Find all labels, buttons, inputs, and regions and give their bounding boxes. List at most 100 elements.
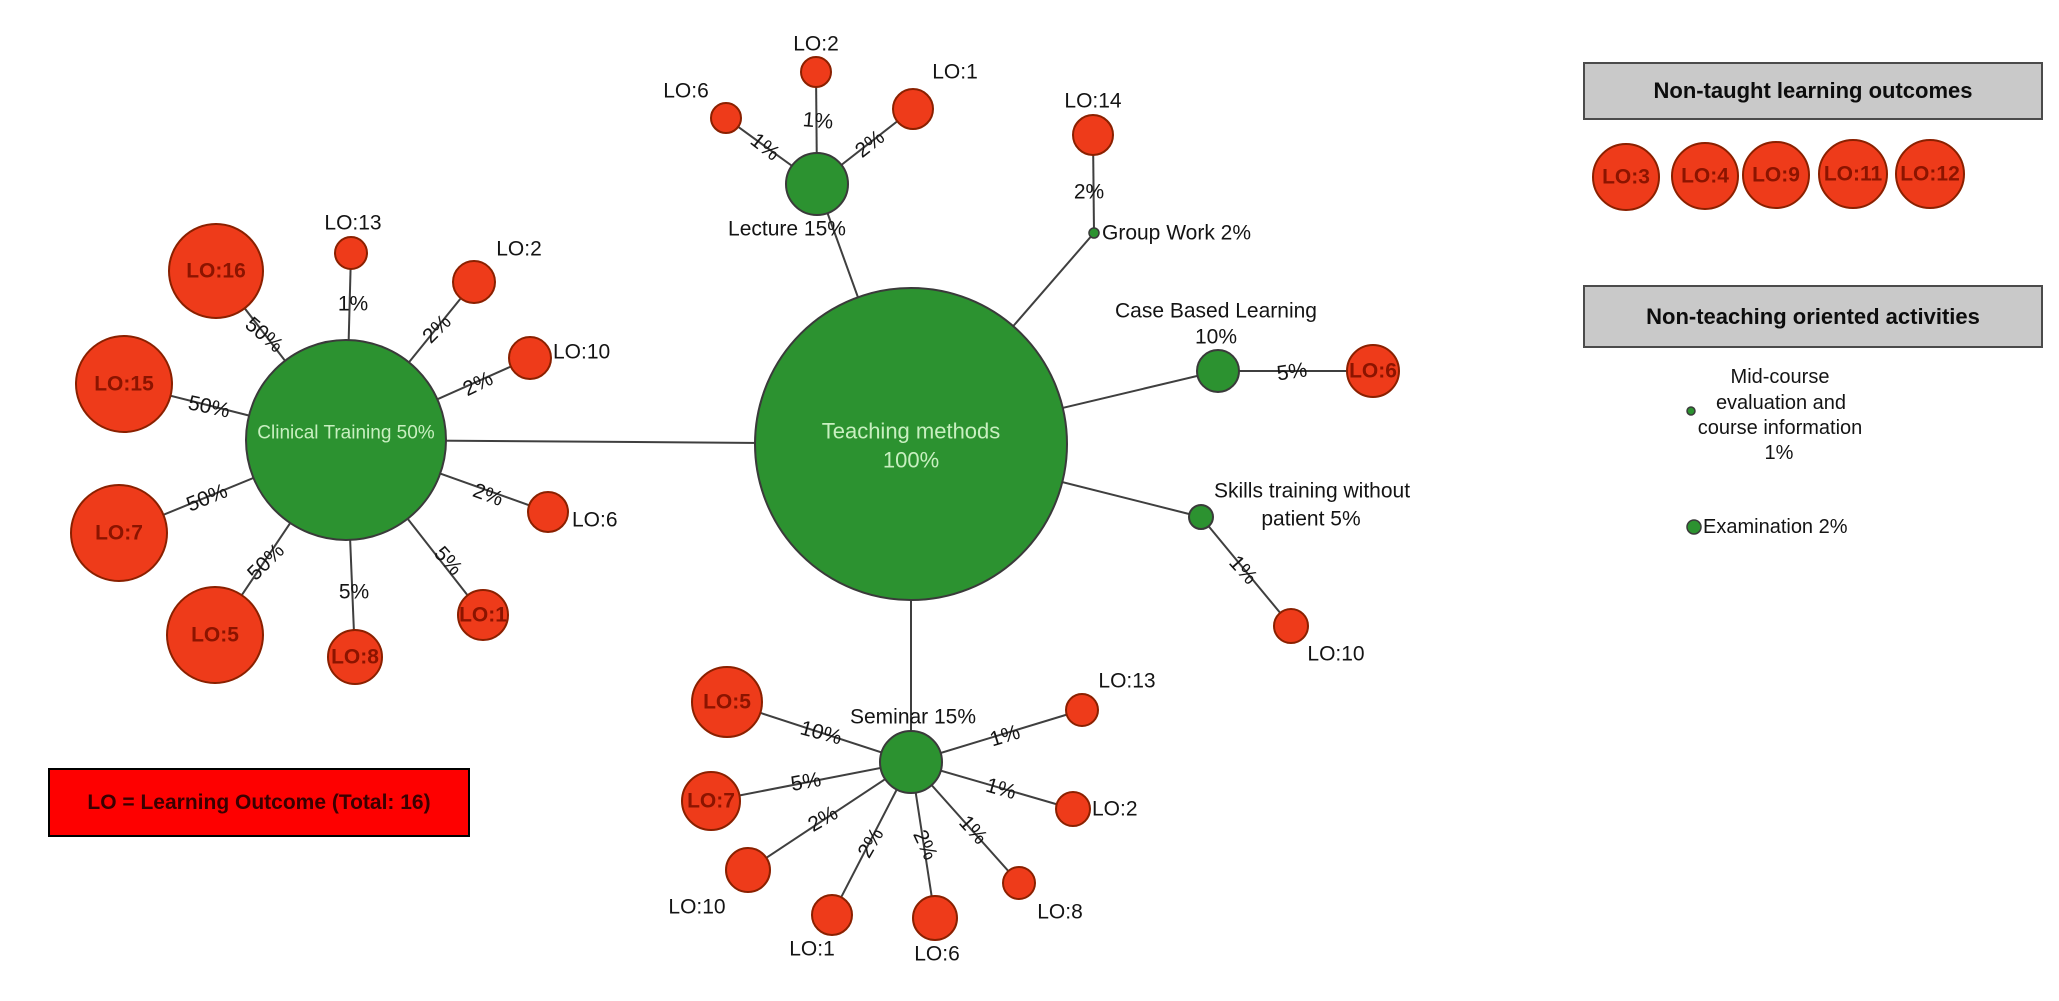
edge-percent-label-4: 5%	[339, 581, 369, 604]
label-ct-lo10-0: LO:10	[553, 341, 610, 364]
label-sk-lo10-0: LO:10	[1307, 643, 1364, 666]
label-sem-lo13-0: LO:13	[1098, 670, 1155, 693]
edge-percent-label-23: 1%	[987, 721, 1023, 752]
label-mid-dot-2: course information	[1698, 417, 1863, 439]
label-gw-lo14-0: LO:14	[1064, 90, 1122, 113]
node-ct-lo16	[168, 223, 264, 319]
node-nt-lo12	[1895, 139, 1965, 209]
node-nt-lo9	[1742, 141, 1810, 209]
node-mid-dot	[1686, 406, 1696, 416]
node-nt-lo3	[1592, 143, 1660, 211]
edge-percent-label-9: 1%	[338, 293, 368, 316]
node-sem-lo1	[811, 894, 853, 936]
node-ct-lo15	[75, 335, 173, 433]
edge-percent-label-5: 5%	[429, 542, 466, 580]
node-text-ct-lo1: LO:1	[459, 604, 507, 627]
node-ct-lo5	[166, 586, 264, 684]
label-sem-lo6-0: LO:6	[914, 943, 960, 966]
node-cbl	[1196, 349, 1240, 393]
edge-skills-dot-sk-lo10	[1200, 516, 1292, 627]
node-text-nt-lo4: LO:4	[1681, 165, 1729, 188]
label-skills-dot-0: Skills training without	[1214, 480, 1410, 503]
node-sem-lo5	[691, 666, 763, 738]
node-sem-lo2	[1055, 791, 1091, 827]
edge-percent-label-2: 50%	[183, 479, 231, 516]
node-text-ct-lo15: LO:15	[94, 373, 154, 396]
label-ct-lo6-0: LO:6	[572, 509, 618, 532]
non-taught-header: Non-taught learning outcomes	[1583, 62, 2043, 120]
edge-percent-label-16: 10%	[798, 716, 845, 749]
legend-label: LO = Learning Outcome (Total: 16)	[87, 790, 431, 814]
node-text-nt-lo3: LO:3	[1602, 166, 1650, 189]
label-sem-lo10-0: LO:10	[668, 896, 725, 919]
node-ct-lo13	[334, 236, 368, 270]
edge-percent-label-6: 2%	[470, 479, 506, 511]
label-lec-lo6-0: LO:6	[663, 80, 709, 103]
edge-percent-label-20: 2%	[908, 826, 942, 863]
label-ct-lo2-0: LO:2	[496, 238, 542, 261]
edge-percent-label-8: 2%	[418, 310, 456, 348]
node-sem-lo6	[912, 895, 958, 941]
non-teaching-header-label: Non-teaching oriented activities	[1646, 303, 1980, 329]
label-skills-dot-1: patient 5%	[1261, 508, 1360, 531]
node-lec-lo6	[710, 102, 742, 134]
edge-percent-label-19: 2%	[853, 824, 888, 862]
edge-percent-label-18: 2%	[804, 801, 842, 836]
edge-seminar-sem-lo10	[747, 761, 912, 871]
edge-percent-label-7: 2%	[459, 367, 496, 401]
label-mid-dot-0: Mid-course	[1731, 366, 1830, 388]
node-seminar	[879, 730, 943, 794]
label-lecture-0: Lecture 15%	[728, 218, 846, 241]
edge-percent-label-1: 50%	[186, 391, 232, 422]
edge-seminar-sem-lo7	[710, 761, 912, 802]
node-text-ct-lo16: LO:16	[186, 260, 246, 283]
node-text-ct-lo5: LO:5	[191, 624, 239, 647]
label-gw-dot-0: Group Work 2%	[1102, 222, 1251, 245]
edge-percent-label-14: 5%	[1275, 358, 1308, 385]
label-lec-lo1-0: LO:1	[932, 61, 978, 84]
non-teaching-header: Non-teaching oriented activities	[1583, 285, 2043, 348]
label-ct-lo13-0: LO:13	[324, 212, 381, 235]
node-sem-lo13	[1065, 693, 1099, 727]
node-text-cbl-lo6: LO:6	[1349, 360, 1397, 383]
label-cbl-0: Case Based Learning	[1115, 300, 1317, 323]
label-sem-lo8-0: LO:8	[1037, 901, 1083, 924]
label-lec-lo2-0: LO:2	[793, 33, 839, 56]
node-text-nt-lo12: LO:12	[1900, 163, 1960, 186]
node-ct-lo7	[70, 484, 168, 582]
edge-percent-label-22: 1%	[983, 774, 1019, 804]
node-text-sem-lo5: LO:5	[703, 691, 751, 714]
node-text-clinical: Clinical Training 50%	[257, 423, 435, 444]
node-cbl-lo6	[1346, 344, 1400, 398]
node-text-nt-lo9: LO:9	[1752, 164, 1800, 187]
node-lec-lo1	[892, 88, 934, 130]
legend-box: LO = Learning Outcome (Total: 16)	[48, 768, 470, 837]
edge-percent-label-13: 2%	[1074, 181, 1104, 204]
node-text-ct-lo8: LO:8	[331, 646, 379, 669]
label-sem-lo2-0: LO:2	[1092, 798, 1138, 821]
node-teaching	[754, 287, 1068, 601]
edge-percent-label-10: 1%	[746, 129, 784, 166]
edge-percent-label-17: 5%	[789, 768, 823, 796]
node-skills-dot	[1188, 504, 1214, 530]
node-sem-lo10	[725, 847, 771, 893]
node-nt-lo11	[1818, 139, 1888, 209]
label-cbl-1: 10%	[1195, 326, 1237, 349]
label-mid-dot-1: evaluation and	[1716, 392, 1846, 414]
non-taught-header-label: Non-taught learning outcomes	[1653, 78, 1973, 103]
node-sem-lo8	[1002, 866, 1036, 900]
edge-percent-label-11: 1%	[802, 108, 834, 134]
label-mid-dot-3: 1%	[1765, 442, 1794, 464]
node-text-teaching: Teaching methods 100%	[822, 419, 1001, 473]
node-gw-dot	[1088, 227, 1100, 239]
label-exam-dot-0: Examination 2%	[1703, 516, 1848, 538]
node-text-sem-lo7: LO:7	[687, 790, 735, 813]
label-sem-lo1-0: LO:1	[789, 938, 835, 961]
node-gw-lo14	[1072, 114, 1114, 156]
node-ct-lo6	[527, 491, 569, 533]
node-ct-lo2	[452, 260, 496, 304]
node-lec-lo2	[800, 56, 832, 88]
node-text-ct-lo7: LO:7	[95, 522, 143, 545]
